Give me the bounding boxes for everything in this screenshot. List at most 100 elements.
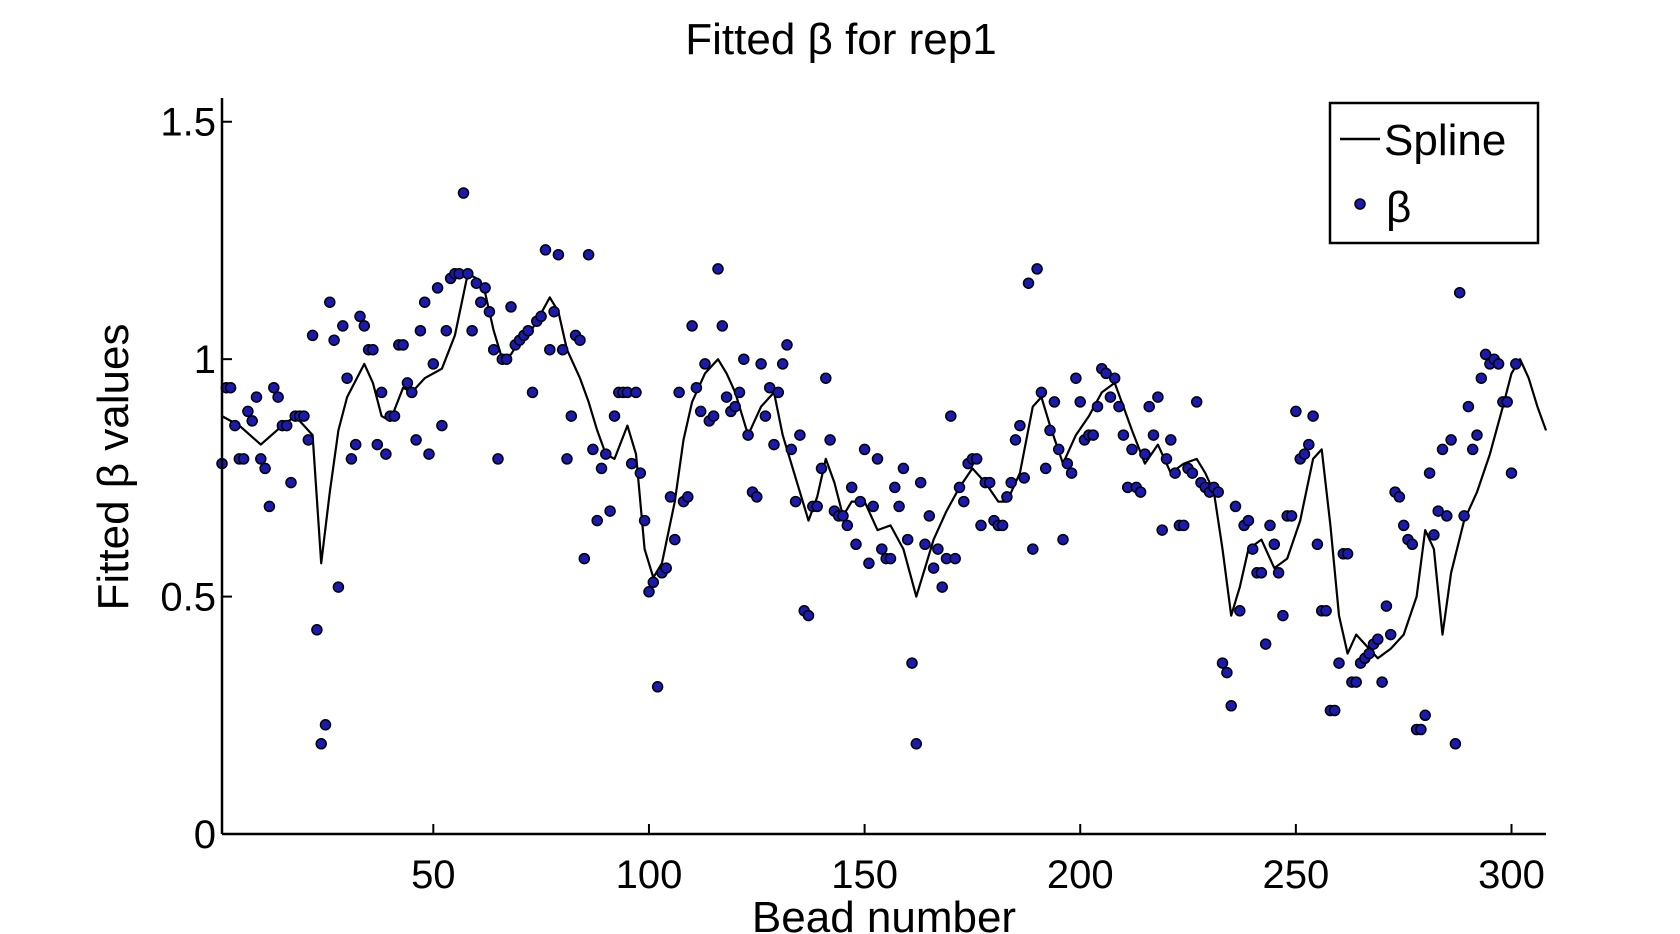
beta-point (1229, 500, 1242, 513)
beta-point (332, 581, 345, 593)
x-tick-label: 250 (1262, 853, 1329, 897)
beta-point (500, 353, 513, 365)
beta-point (285, 476, 297, 489)
beta-point (354, 310, 366, 323)
beta-point (1091, 400, 1104, 413)
beta-point (1255, 567, 1268, 579)
beta-point (647, 576, 660, 589)
beta-point (1234, 605, 1246, 617)
legend-box (1328, 101, 1540, 245)
beta-point (1303, 438, 1315, 451)
beta-point (1216, 657, 1229, 669)
beta-point (406, 386, 418, 399)
beta-point (1264, 519, 1276, 532)
beta-point (401, 377, 414, 389)
x-tick-label: 100 (616, 853, 683, 897)
y-tick-label: 1.5 (160, 101, 216, 145)
beta-point (423, 448, 435, 460)
beta-point (522, 324, 534, 337)
beta-point (630, 386, 642, 399)
beta-point (229, 419, 241, 432)
beta-point (1505, 467, 1518, 479)
beta-point (975, 519, 987, 532)
beta-point (673, 386, 685, 399)
beta-point (431, 282, 444, 294)
beta-point (837, 510, 849, 522)
beta-point (341, 372, 353, 384)
beta-point (919, 538, 931, 551)
beta-point (414, 324, 427, 337)
beta-point (1221, 666, 1233, 679)
beta-point (682, 491, 694, 503)
beta-point (1001, 491, 1013, 503)
x-tick-label: 200 (1047, 853, 1114, 897)
beta-point (802, 609, 815, 622)
beta-point (660, 562, 672, 574)
beta-point (1415, 723, 1427, 736)
beta-point (1022, 277, 1035, 289)
beta-point (324, 296, 336, 308)
beta-point (337, 320, 349, 332)
chart-title: Fitted β for rep1 (685, 15, 996, 64)
beta-point (1406, 538, 1419, 551)
beta-point (1471, 429, 1483, 441)
beta-point (914, 476, 927, 489)
beta-point (785, 443, 798, 456)
beta-point (850, 538, 862, 551)
beta-point (358, 320, 371, 332)
beta-point (1225, 700, 1237, 712)
beta-point (436, 419, 448, 432)
beta-point (733, 386, 746, 399)
beta-point (893, 500, 905, 513)
beta-point (470, 277, 483, 289)
beta-point (311, 624, 323, 636)
beta-point (729, 400, 741, 413)
beta-point (492, 453, 504, 465)
beta-point (302, 434, 315, 446)
beta-point (1320, 605, 1332, 617)
beta-point (1031, 263, 1043, 275)
x-tick-label: 300 (1478, 853, 1545, 897)
beta-point (1259, 638, 1272, 650)
beta-point (349, 438, 362, 451)
beta-point (876, 543, 888, 555)
beta-point (1100, 367, 1112, 380)
beta-point (664, 491, 677, 503)
legend: Spline β (1328, 101, 1540, 245)
beta-point (738, 353, 750, 365)
beta-point (548, 305, 560, 318)
beta-point (1027, 543, 1039, 555)
beta-point (1453, 286, 1466, 299)
beta-point (259, 462, 271, 475)
beta-point (1285, 510, 1298, 522)
beta-point (604, 505, 616, 517)
beta-point (298, 410, 310, 422)
beta-point (755, 358, 767, 370)
y-tick-label: 0 (194, 813, 216, 857)
beta-point (949, 552, 961, 565)
beta-point (1479, 348, 1492, 361)
beta-point (483, 305, 496, 318)
beta-point (910, 738, 923, 750)
beta-point (1117, 429, 1130, 441)
beta-point (565, 410, 578, 422)
beta-point (1458, 510, 1470, 522)
beta-point (1350, 676, 1362, 688)
beta-point (1419, 709, 1431, 722)
beta-point (1087, 429, 1099, 441)
beta-point (811, 500, 823, 513)
beta-point (410, 434, 422, 446)
beta-point (1436, 443, 1449, 456)
x-tick-label: 50 (411, 853, 456, 897)
beta-point (820, 372, 832, 384)
beta-point (466, 324, 478, 337)
beta-point (595, 462, 608, 475)
beta-point (388, 410, 401, 422)
beta-point (587, 443, 599, 456)
beta-point (694, 405, 707, 418)
beta-point (1018, 472, 1030, 484)
beta-point (897, 462, 910, 475)
beta-point (1393, 491, 1406, 503)
beta-point (1328, 704, 1341, 717)
